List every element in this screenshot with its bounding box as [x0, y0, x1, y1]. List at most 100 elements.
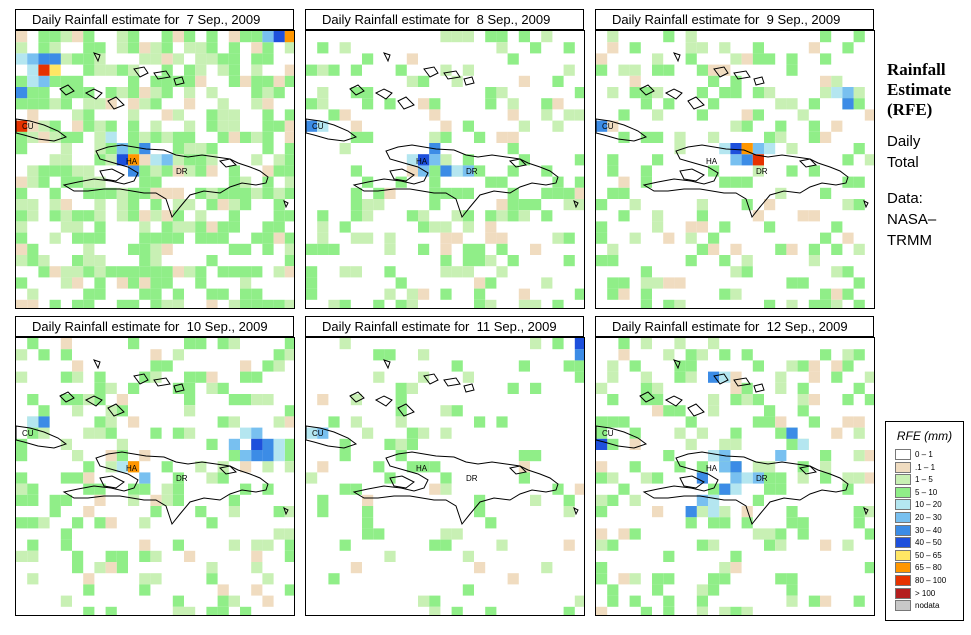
- rain-cell: [708, 64, 720, 76]
- rain-cell-wet: [273, 450, 285, 462]
- rain-cell: [60, 528, 72, 540]
- rain-cell-wet: [105, 131, 117, 143]
- rain-cell: [730, 87, 742, 99]
- rain-cell: [696, 349, 708, 361]
- rain-cell: [775, 371, 787, 383]
- rain-cell: [161, 75, 173, 87]
- rain-cell: [808, 243, 820, 255]
- rain-cell: [161, 232, 173, 244]
- rain-cell: [284, 349, 294, 361]
- rain-cell: [797, 382, 809, 394]
- rain-cell: [72, 31, 84, 43]
- rain-cell: [83, 255, 95, 267]
- rain-cell: [563, 42, 575, 54]
- rain-cell-wet: [262, 438, 274, 450]
- legend-swatch: [895, 474, 911, 486]
- rain-cell: [217, 221, 229, 233]
- rain-cell: [184, 606, 196, 615]
- rain-cell: [105, 187, 117, 199]
- rain-cell: [820, 87, 832, 99]
- rain-cell: [328, 573, 340, 585]
- rain-cell: [853, 427, 865, 439]
- rain-cell: [618, 277, 630, 289]
- rain-cell: [842, 154, 854, 166]
- rain-cell: [797, 277, 809, 289]
- rain-cell: [161, 461, 173, 473]
- rain-cell: [27, 394, 39, 406]
- rain-cell: [730, 562, 742, 574]
- rain-cell: [273, 165, 285, 177]
- rain-cell: [440, 472, 452, 484]
- rain-cell: [663, 550, 675, 562]
- rain-cell: [418, 349, 430, 361]
- rain-cell: [217, 64, 229, 76]
- rain-cell: [83, 64, 95, 76]
- coastline-path: [573, 200, 579, 209]
- rain-cell: [485, 210, 497, 222]
- rain-cell: [674, 405, 686, 417]
- rain-cell: [72, 299, 84, 308]
- rain-cell: [128, 143, 140, 155]
- rain-cell: [640, 472, 652, 484]
- rain-cell-wet: [831, 87, 843, 99]
- rain-cell: [262, 539, 274, 551]
- rain-cell: [72, 53, 84, 65]
- coastline-path: [423, 373, 439, 385]
- rain-cell: [184, 221, 196, 233]
- rain-cell: [362, 232, 374, 244]
- rain-cell: [16, 221, 28, 233]
- rain-cell: [395, 450, 407, 462]
- coastline-path: [59, 391, 75, 403]
- rain-cell: [853, 31, 865, 43]
- map-panel-3: CU HA DR: [595, 30, 875, 309]
- rain-cell: [685, 232, 697, 244]
- rain-cell: [674, 131, 686, 143]
- rain-cell: [574, 154, 584, 166]
- rain-cell: [741, 382, 753, 394]
- rain-cell: [384, 266, 396, 278]
- rain-cell: [652, 394, 664, 406]
- rain-cell: [808, 255, 820, 267]
- rain-cell: [262, 165, 274, 177]
- rain-cell: [217, 288, 229, 300]
- rain-cell: [38, 176, 50, 188]
- rain-cell: [195, 154, 207, 166]
- rain-cell: [228, 506, 240, 518]
- rain-cell: [195, 461, 207, 473]
- rain-cell: [618, 131, 630, 143]
- rain-cell: [741, 349, 753, 361]
- rain-cell: [696, 539, 708, 551]
- rain-cell: [652, 131, 664, 143]
- rain-cell: [507, 109, 519, 121]
- rain-cell: [150, 210, 162, 222]
- rain-cell: [406, 53, 418, 65]
- rain-cell: [752, 42, 764, 54]
- rain-cell: [72, 255, 84, 267]
- rain-cell: [16, 349, 28, 361]
- rain-cell: [362, 506, 374, 518]
- rain-cell: [786, 573, 798, 585]
- rain-cell: [150, 427, 162, 439]
- rain-cell: [764, 539, 776, 551]
- rain-cell: [640, 394, 652, 406]
- rain-cell: [27, 109, 39, 121]
- coastline-path: [16, 425, 68, 449]
- rain-cell: [128, 109, 140, 121]
- rain-cell: [842, 394, 854, 406]
- rain-cell-wet: [696, 494, 708, 506]
- rain-cell: [607, 595, 619, 607]
- rain-cell: [350, 210, 362, 222]
- rain-cell: [831, 371, 843, 383]
- rain-cell: [596, 494, 608, 506]
- rain-cell: [685, 221, 697, 233]
- rain-cell: [105, 98, 117, 110]
- rain-cell: [440, 64, 452, 76]
- rain-cell: [451, 405, 463, 417]
- rain-cell: [172, 210, 184, 222]
- rain-cell: [49, 494, 61, 506]
- rain-cell: [139, 154, 151, 166]
- rain-cell: [440, 154, 452, 166]
- rain-cell: [629, 427, 641, 439]
- coastline-path: [463, 76, 475, 86]
- rain-cell: [195, 221, 207, 233]
